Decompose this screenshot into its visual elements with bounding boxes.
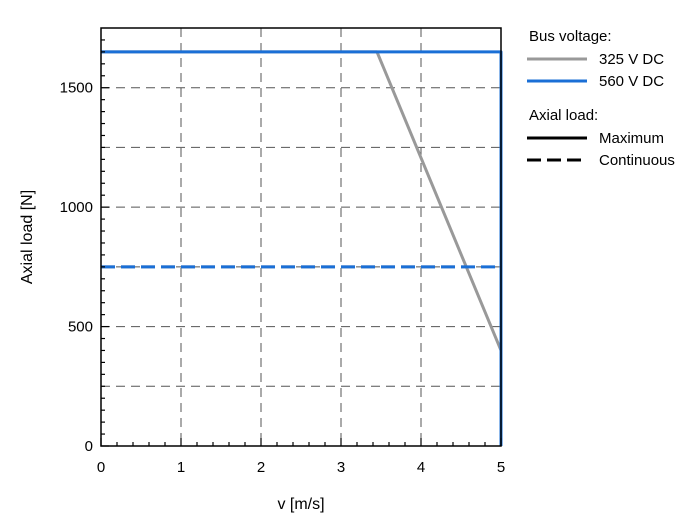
legend-label-560v: 560 V DC: [599, 73, 664, 90]
tick-labels: 0 1 2 3 4 5 0 500 1000 1500: [60, 80, 506, 476]
y-axis-title: Axial load [N]: [19, 190, 36, 284]
x-tick-label-3: 3: [337, 459, 345, 476]
x-tick-label-5: 5: [497, 459, 505, 476]
legend-label-continuous: Continuous: [599, 152, 675, 169]
legend-title-bus-voltage: Bus voltage:: [529, 28, 612, 45]
x-tick-label-1: 1: [177, 459, 185, 476]
series-line-325-v-dc-solid: [101, 50, 503, 352]
x-tick-label-4: 4: [417, 459, 425, 476]
x-axis-title: v [m/s]: [277, 496, 324, 513]
legend: Bus voltage: 325 V DC 560 V DC Axial loa…: [527, 28, 675, 169]
legend-title-axial-load: Axial load:: [529, 107, 598, 124]
x-tick-label-0: 0: [97, 459, 105, 476]
x-tick-label-2: 2: [257, 459, 265, 476]
y-tick-label-500: 500: [68, 319, 93, 336]
series-line-560-v-dc-solid: [101, 50, 503, 446]
legend-label-maximum: Maximum: [599, 130, 664, 147]
y-tick-label-0: 0: [85, 438, 93, 455]
y-tick-label-1000: 1000: [60, 199, 93, 216]
plot-frame: [100, 27, 502, 447]
y-tick-label-1500: 1500: [60, 80, 93, 97]
legend-label-325v: 325 V DC: [599, 51, 664, 68]
axis-ticks: [100, 39, 502, 447]
series-lines: [101, 50, 503, 446]
gridlines: [101, 28, 501, 446]
